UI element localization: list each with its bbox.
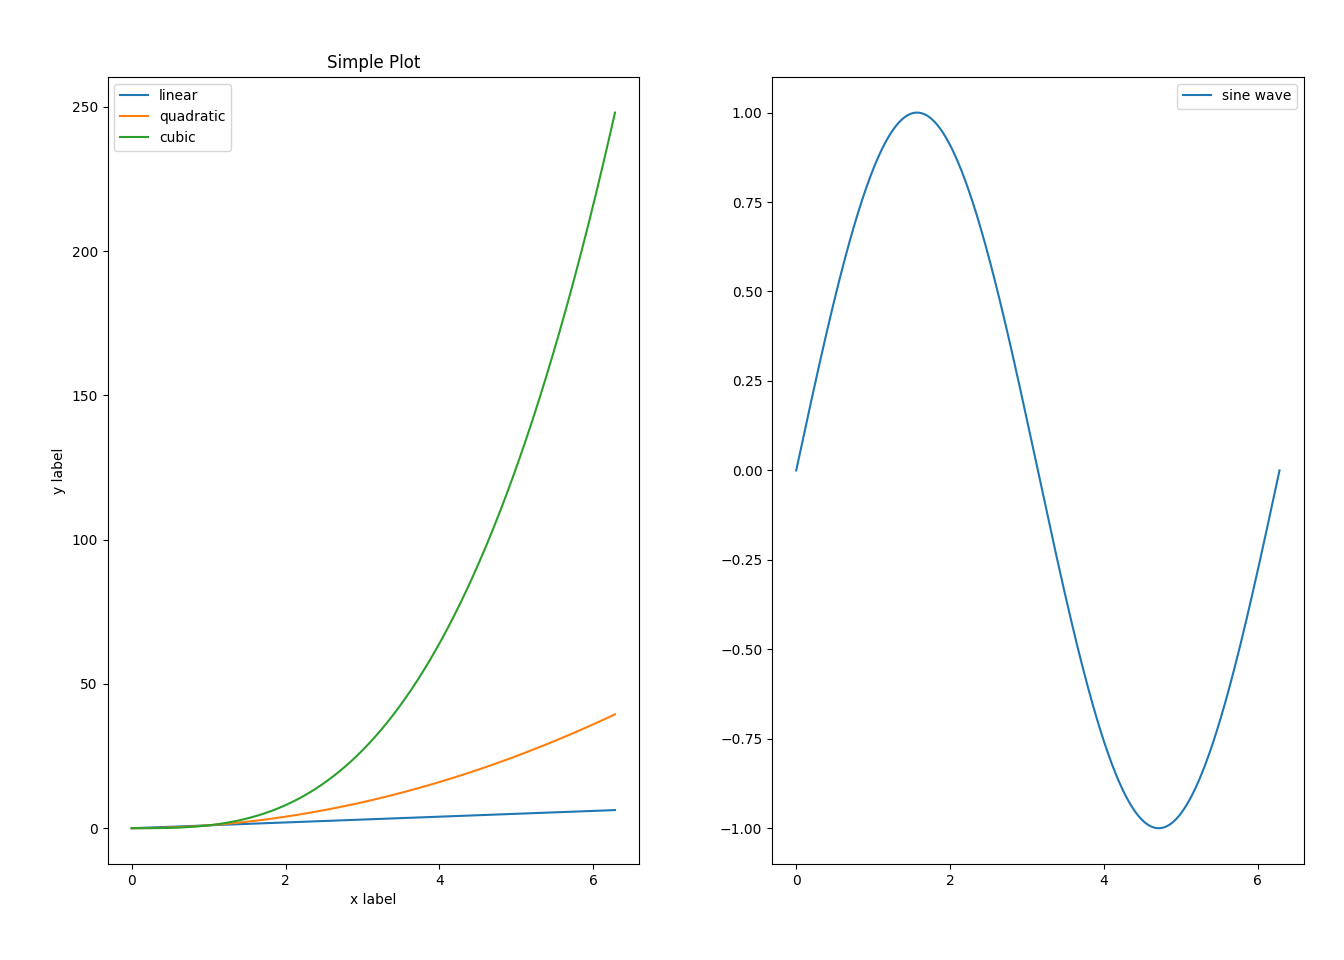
quadratic xyxy=(509,750,526,761)
sine wave xyxy=(1121,796,1137,807)
cubic xyxy=(509,459,526,470)
sine wave xyxy=(1271,465,1288,476)
sine wave xyxy=(1167,815,1183,827)
cubic xyxy=(607,107,624,118)
sine wave xyxy=(1150,823,1167,834)
cubic xyxy=(319,775,335,786)
linear xyxy=(336,814,352,826)
sine wave xyxy=(909,107,925,118)
quadratic xyxy=(319,804,335,815)
linear xyxy=(500,808,516,820)
quadratic xyxy=(456,769,472,780)
sine wave xyxy=(837,251,853,262)
linear xyxy=(607,804,624,816)
sine wave xyxy=(788,465,804,476)
linear xyxy=(173,821,190,832)
linear xyxy=(124,823,140,834)
Line: cubic: cubic xyxy=(132,112,616,828)
sine wave xyxy=(1001,336,1017,348)
sine wave xyxy=(1175,805,1191,817)
cubic xyxy=(173,822,190,833)
Legend: sine wave: sine wave xyxy=(1177,84,1297,108)
Line: linear: linear xyxy=(132,810,616,828)
sine wave xyxy=(984,264,1000,276)
Y-axis label: y label: y label xyxy=(52,447,66,493)
cubic xyxy=(336,761,352,773)
quadratic xyxy=(173,821,190,832)
quadratic xyxy=(336,801,352,812)
Title: Simple Plot: Simple Plot xyxy=(327,55,421,72)
cubic xyxy=(500,483,516,494)
Line: quadratic: quadratic xyxy=(132,714,616,828)
Legend: linear, quadratic, cubic: linear, quadratic, cubic xyxy=(114,84,231,151)
linear xyxy=(509,808,526,820)
linear xyxy=(319,815,335,827)
linear xyxy=(456,810,472,822)
X-axis label: x label: x label xyxy=(351,893,396,907)
quadratic xyxy=(500,754,516,765)
quadratic xyxy=(124,823,140,834)
Line: sine wave: sine wave xyxy=(796,112,1279,828)
cubic xyxy=(124,823,140,834)
cubic xyxy=(456,590,472,602)
quadratic xyxy=(607,708,624,720)
